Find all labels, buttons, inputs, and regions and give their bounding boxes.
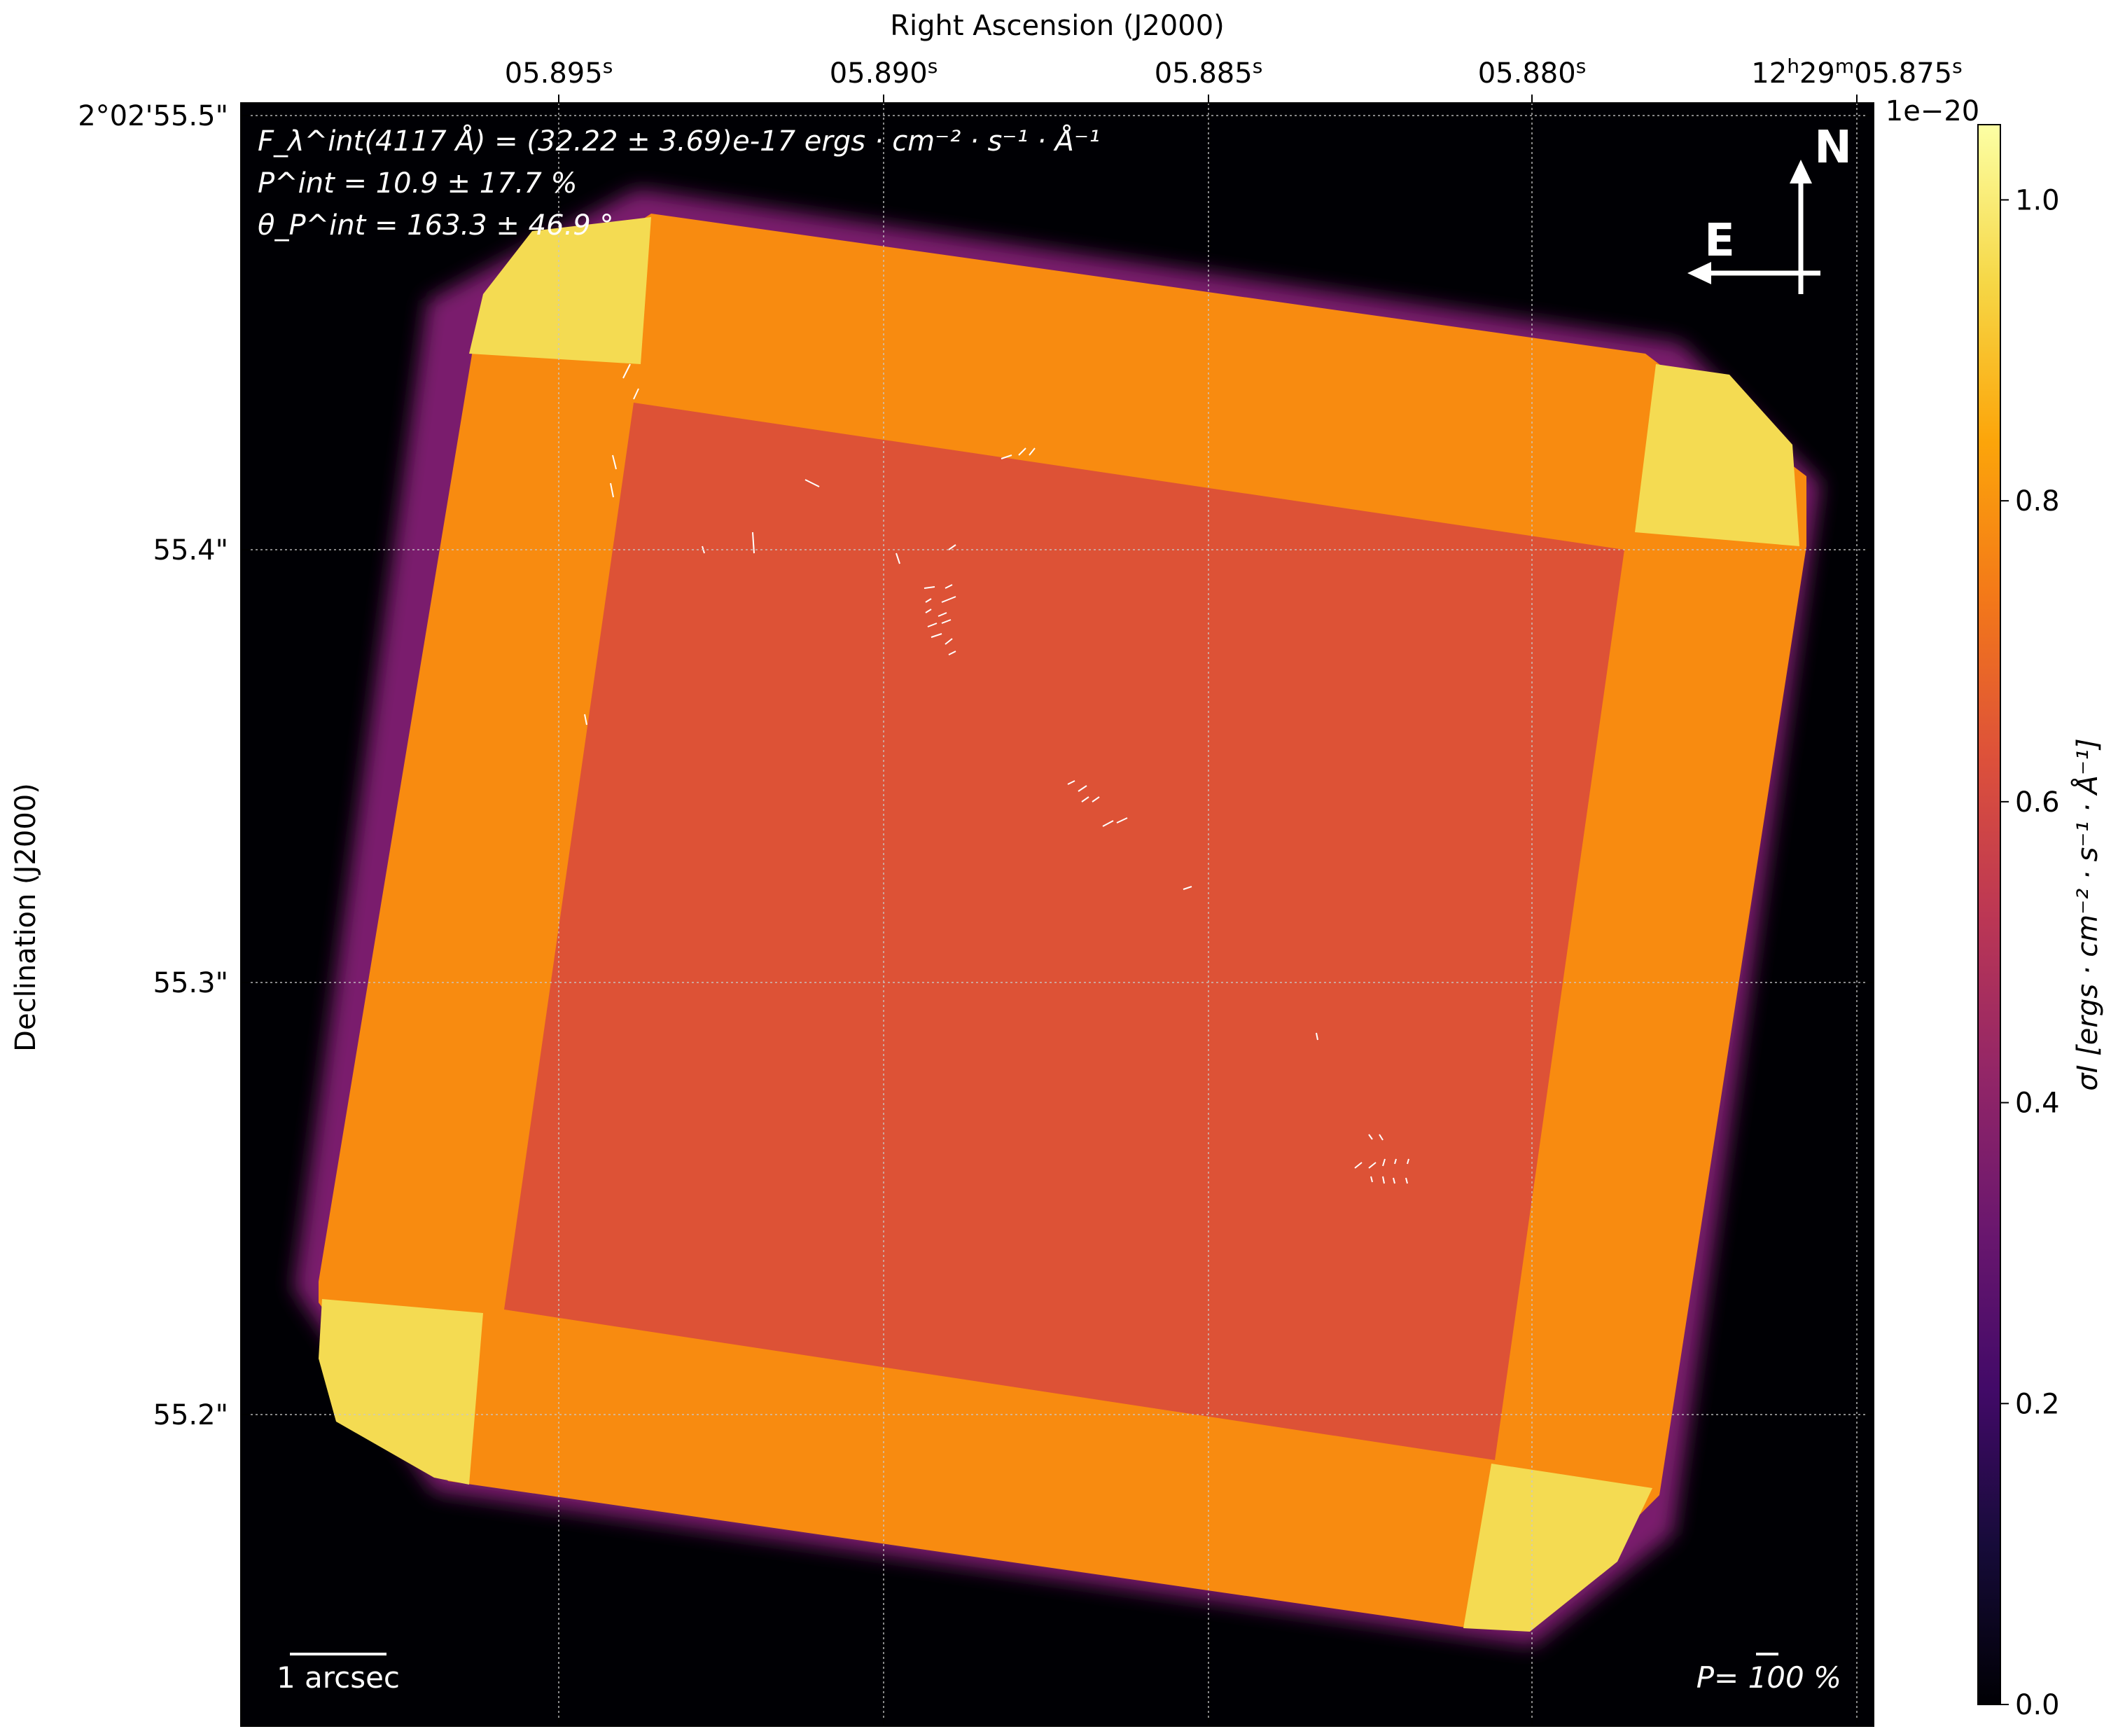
polarization-vector [931,633,942,638]
colorbar-tick-label: 0.6 [2015,786,2060,819]
polarization-vector [1067,780,1075,785]
polarization-vector [1405,1177,1408,1184]
polarization-vector [622,363,631,379]
polarization-vector [1029,447,1036,456]
polarization-vector [633,388,639,400]
polarization-vector [1393,1177,1395,1184]
polarization-vector [1018,447,1026,456]
x-tick-label: 05.885s [1155,55,1263,90]
polarization-vector [945,638,953,645]
x-axis-label: Right Ascension (J2000) [890,10,1225,42]
polarization-vector [1183,886,1192,890]
colorbar-tick-label: 0.0 [2015,1689,2060,1721]
flux-annotation: F_λ^int(4117 Å) = (32.22 ± 3.69)e-17 erg… [258,124,1100,158]
axes-frame [240,102,1874,1727]
polarization-vector [1078,785,1087,792]
colorbar-ticks: 0.0 0.2 0.4 0.6 0.8 1.0 [2000,184,2060,1721]
y-tick-label: 55.2" [153,1399,228,1431]
x-tick-label: 05.895s [505,55,613,90]
polarization-vector [1382,1176,1385,1184]
polarization-vector [752,532,755,554]
polarization-vector [1382,1158,1386,1167]
x-tick-label: 05.890s [830,55,938,90]
map-corner-top-right [1635,364,1799,546]
polarization-vector [945,584,953,589]
polarization-vector [948,544,956,550]
polarization-vector [1316,1032,1318,1041]
grid [241,103,1874,1726]
angle-annotation: θ_P^int = 163.3 ± 46.9 ° [258,209,613,242]
map-corner-bottom-right [1463,1464,1652,1632]
polarization-vector [925,609,932,613]
polarization-vector [804,479,820,487]
compass-north-label: N [1814,122,1852,174]
map-corner-top-left [469,217,651,364]
polarization-vector [1368,1162,1377,1169]
polarization-vector [1116,817,1128,824]
colorbar [1977,124,2001,1705]
polarization-vector [948,651,956,655]
colorbar-tick-label: 0.4 [2015,1088,2060,1120]
polarization-vector [1394,1158,1397,1165]
y-tick-label: 55.3" [153,967,228,999]
polarization-vector [1354,1162,1363,1169]
polarization-vector [927,623,938,627]
y-axis-label: Declination (J2000) [10,783,42,1052]
polarization-vector [896,553,900,564]
pol-scale-label: P= 100 % [1697,1660,1841,1695]
colorbar-tick-label: 0.2 [2015,1388,2060,1420]
polarization-vector [941,619,952,624]
polarization-vector [941,596,956,603]
polarization-vector [938,612,947,617]
polarization-vector [584,714,587,725]
polarization-vector [610,482,614,498]
polarization-vector [1102,820,1114,827]
polarization-vector [1368,1134,1373,1140]
polarization-vector [1092,796,1100,803]
colorbar-tick-label: 0.8 [2015,485,2060,518]
colorbar-label: σI [ergs · cm⁻² · s⁻¹ · Å⁻¹] [2070,738,2104,1090]
map-corner-bottom-left [319,1299,483,1485]
polarization-annotation: P^int = 10.9 ± 17.7 % [258,167,578,200]
compass-east-label: E [1704,215,1735,267]
polarization-vector [1379,1134,1384,1141]
polarization-vector [925,598,932,603]
polarization-vector [1407,1158,1409,1165]
colorbar-tick-label: 1.0 [2015,184,2060,216]
x-ticks: 05.895s 05.890s 05.885s 05.880s 12h29m05.875… [505,55,1963,1726]
polarization-vector [1001,454,1012,459]
intensity-map [294,189,1820,1646]
y-tick-label: 2°02'55.5" [78,100,228,132]
polarization-vector [1081,796,1089,803]
scale-bar-label: 1 arcsec [277,1660,400,1695]
polarization-vector [612,454,617,470]
polarization-vector [1370,1176,1373,1183]
y-tick-label: 55.4" [153,534,228,567]
x-tick-label: 05.880s [1478,55,1587,90]
y-ticks: 2°02'55.5" 55.4" 55.3" 55.2" [78,100,1874,1431]
map-inner-square [504,403,1624,1460]
compass [1687,160,1820,294]
colorbar-offset: 1e−20 [1886,95,1979,127]
x-tick-label: 12h29m05.875s [1751,55,1962,90]
polarization-vector [924,586,935,589]
